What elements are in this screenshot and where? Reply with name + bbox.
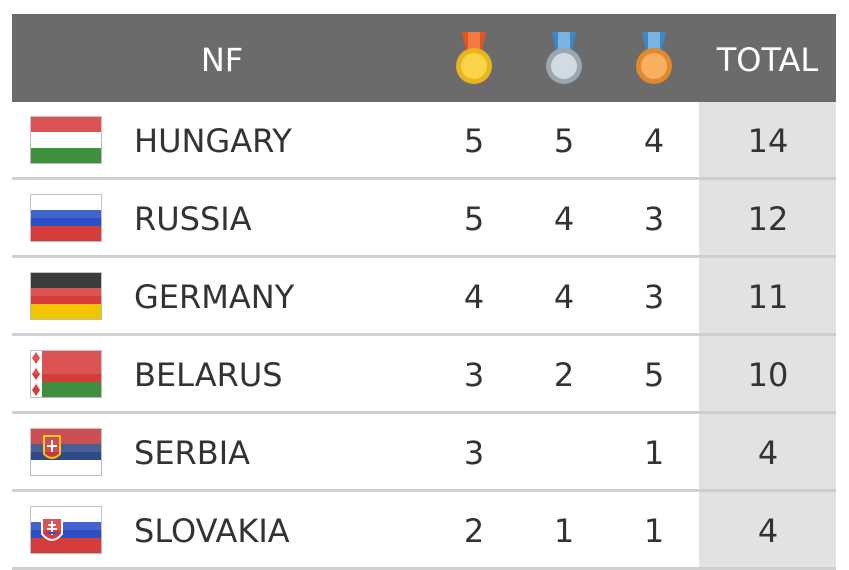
medal-table: NF TOTAL HUNGARY 5 5 4 14 RUSSIA 5 4 3 12 GERMANY 4… <box>12 14 836 570</box>
table-row: GERMANY 4 4 3 11 <box>12 258 836 336</box>
total-cell-bg <box>699 414 836 489</box>
total-count: 12 <box>747 200 789 238</box>
total-cell-bg <box>699 180 836 255</box>
gold-count: 5 <box>463 122 485 160</box>
gold-count: 2 <box>463 512 485 550</box>
silver-count: 4 <box>553 278 575 316</box>
flag <box>30 194 102 242</box>
total-cell-bg <box>699 336 836 411</box>
silver-count: 5 <box>553 122 575 160</box>
flag <box>30 350 102 398</box>
table-row: SERBIA 3 1 4 <box>12 414 836 492</box>
medal-icons <box>456 32 672 84</box>
bronze-count: 4 <box>643 122 665 160</box>
nf-header: NF <box>200 41 244 79</box>
gold-count: 3 <box>463 434 485 472</box>
total-cell-bg <box>699 258 836 333</box>
gold-medal-icon <box>456 32 492 84</box>
total-count: 10 <box>747 356 789 394</box>
total-count: 4 <box>757 434 779 472</box>
total-count: 4 <box>757 512 779 550</box>
total-count: 11 <box>747 278 789 316</box>
gold-count: 5 <box>463 200 485 238</box>
flag <box>30 116 102 164</box>
silver-count: 4 <box>553 200 575 238</box>
country-name: BELARUS <box>134 356 283 394</box>
table-row: HUNGARY 5 5 4 14 <box>12 102 836 180</box>
flag <box>30 506 102 554</box>
silver-count: 2 <box>553 356 575 394</box>
gold-count: 3 <box>463 356 485 394</box>
country-name: HUNGARY <box>134 122 292 160</box>
flag <box>30 272 102 320</box>
country-name: GERMANY <box>134 278 295 316</box>
bronze-count: 1 <box>643 434 665 472</box>
country-name: SERBIA <box>134 434 251 472</box>
silver-medal-icon <box>546 32 582 84</box>
total-header: TOTAL <box>716 41 819 79</box>
bronze-count: 1 <box>643 512 665 550</box>
bronze-medal-icon <box>636 32 672 84</box>
flag <box>30 428 102 476</box>
bronze-count: 5 <box>643 356 665 394</box>
gold-count: 4 <box>463 278 485 316</box>
silver-count <box>524 414 604 489</box>
country-name: SLOVAKIA <box>134 512 290 550</box>
total-count: 14 <box>747 122 789 160</box>
silver-count: 1 <box>553 512 575 550</box>
table-header: NF TOTAL <box>12 14 836 102</box>
table-row: SLOVAKIA 2 1 1 4 <box>12 492 836 570</box>
bronze-count: 3 <box>643 200 665 238</box>
total-cell-bg <box>699 492 836 567</box>
country-name: RUSSIA <box>134 200 252 238</box>
table-row: BELARUS 3 2 5 10 <box>12 336 836 414</box>
total-cell-bg <box>699 102 836 177</box>
bronze-count: 3 <box>643 278 665 316</box>
table-row: RUSSIA 5 4 3 12 <box>12 180 836 258</box>
